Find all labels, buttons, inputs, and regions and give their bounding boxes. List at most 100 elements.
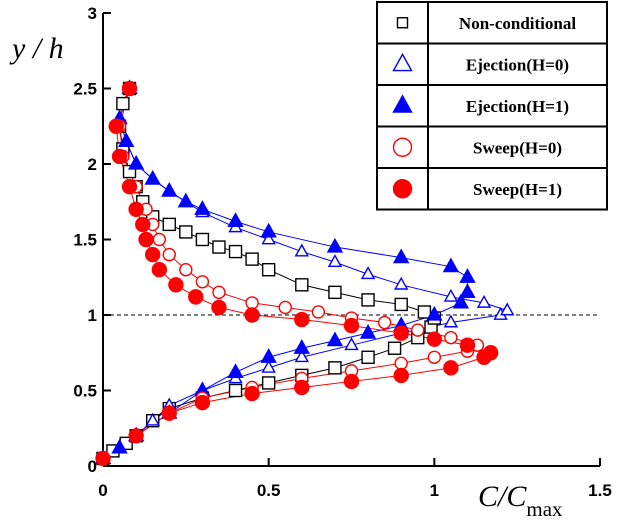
data-point xyxy=(162,217,176,232)
data-point xyxy=(135,216,151,233)
data-point xyxy=(152,232,167,247)
data-point xyxy=(245,252,259,266)
data-point xyxy=(138,231,154,248)
data-point xyxy=(179,225,193,239)
data-point xyxy=(426,331,443,347)
data-point xyxy=(426,305,443,321)
data-point xyxy=(111,438,128,454)
data-point xyxy=(417,305,432,319)
x-axis-label-sub: max xyxy=(526,497,563,521)
data-point xyxy=(227,363,244,378)
data-point xyxy=(228,244,243,259)
data-point xyxy=(344,337,359,351)
x-tick-label: 1 xyxy=(430,481,439,500)
y-tick-label: 3 xyxy=(88,4,97,23)
data-point xyxy=(127,154,145,170)
legend-marker xyxy=(392,179,413,199)
data-point xyxy=(195,232,210,247)
y-tick-label: 1.5 xyxy=(73,231,97,250)
data-point xyxy=(377,315,392,330)
data-point xyxy=(111,148,128,165)
data-point xyxy=(244,307,260,323)
data-point xyxy=(212,285,226,300)
data-point xyxy=(326,331,344,347)
data-point xyxy=(128,428,144,444)
data-point xyxy=(394,356,408,371)
data-point xyxy=(162,247,176,262)
y-tick-label: 2.5 xyxy=(73,80,97,99)
data-point xyxy=(144,169,161,185)
data-point xyxy=(443,360,459,376)
data-point xyxy=(393,367,409,384)
data-point xyxy=(179,263,193,277)
data-point xyxy=(500,302,515,316)
data-point xyxy=(228,383,243,398)
data-point xyxy=(177,192,195,208)
data-point xyxy=(459,283,476,298)
y-axis-label: y / h xyxy=(9,32,64,65)
data-point xyxy=(261,231,276,245)
data-point xyxy=(444,330,458,345)
legend-label: Sweep(H=1) xyxy=(473,180,562,199)
data-point xyxy=(194,200,211,215)
data-point xyxy=(452,293,470,309)
legend-label: Ejection(H=0) xyxy=(466,55,569,74)
data-point xyxy=(393,325,409,341)
data-point xyxy=(327,254,343,268)
data-point xyxy=(121,80,138,97)
data-point xyxy=(361,293,375,307)
data-point xyxy=(294,349,309,363)
y-tick-label: 0.5 xyxy=(73,382,97,401)
legend-marker xyxy=(396,17,409,29)
data-point xyxy=(161,405,177,421)
data-point xyxy=(343,317,360,334)
data-point xyxy=(411,323,425,337)
data-point xyxy=(476,294,492,308)
legend-box xyxy=(376,1,608,211)
data-point xyxy=(161,182,178,197)
data-point xyxy=(328,285,342,300)
data-point xyxy=(211,299,227,316)
data-point xyxy=(442,257,460,273)
data-point xyxy=(343,373,360,390)
data-point xyxy=(261,376,276,390)
legend-marker xyxy=(392,137,413,157)
x-tick-label: 1.5 xyxy=(588,481,612,500)
data-point xyxy=(443,288,459,302)
data-point xyxy=(194,394,211,411)
data-point xyxy=(328,361,342,375)
data-point xyxy=(212,240,226,254)
data-point xyxy=(326,237,344,253)
data-point xyxy=(311,305,326,319)
data-point xyxy=(294,311,310,328)
data-point xyxy=(360,266,376,280)
legend-label: Sweep(H=0) xyxy=(473,138,562,157)
data-point xyxy=(188,289,204,305)
data-point xyxy=(227,212,244,227)
data-point xyxy=(128,201,144,218)
legend-label: Non-conditional xyxy=(459,14,576,33)
legend-label: Ejection(H=1) xyxy=(466,97,569,116)
data-point xyxy=(393,248,410,264)
data-point xyxy=(116,96,130,111)
x-axis-label-main: C/C xyxy=(478,480,527,513)
data-point xyxy=(361,350,375,364)
data-point xyxy=(151,262,168,278)
data-point xyxy=(260,222,277,238)
data-point xyxy=(261,359,276,373)
data-point xyxy=(121,178,138,195)
data-point xyxy=(293,339,310,354)
data-point xyxy=(459,268,476,283)
data-point xyxy=(294,379,310,396)
data-point xyxy=(359,323,377,339)
y-tick-label: 2 xyxy=(88,155,97,174)
data-point xyxy=(295,278,309,292)
x-axis-label: C/Cmax xyxy=(478,480,563,521)
data-point xyxy=(244,385,260,402)
data-point xyxy=(278,300,292,315)
legend-marker xyxy=(392,52,413,72)
data-point xyxy=(95,450,111,467)
data-point xyxy=(482,345,499,361)
x-tick-label: 0.5 xyxy=(257,481,281,500)
